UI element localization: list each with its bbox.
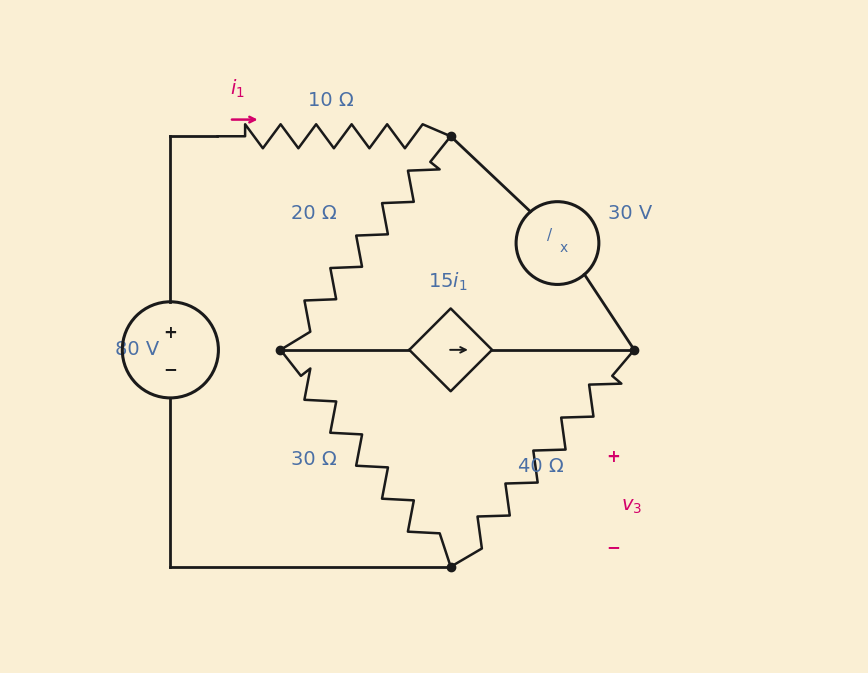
Text: 30 Ω: 30 Ω bbox=[292, 450, 338, 470]
Text: /: / bbox=[547, 227, 552, 242]
Text: −: − bbox=[163, 359, 177, 378]
Text: $v_3$: $v_3$ bbox=[621, 497, 642, 516]
Text: 20 Ω: 20 Ω bbox=[292, 203, 338, 223]
Text: −: − bbox=[606, 538, 620, 556]
Text: x: x bbox=[560, 242, 569, 255]
Text: 10 Ω: 10 Ω bbox=[307, 91, 353, 110]
Text: +: + bbox=[163, 324, 177, 342]
Text: $15i_1$: $15i_1$ bbox=[428, 271, 467, 293]
Text: 80 V: 80 V bbox=[115, 341, 159, 359]
Text: $i_1$: $i_1$ bbox=[230, 77, 246, 100]
Text: 40 Ω: 40 Ω bbox=[518, 457, 564, 476]
Text: +: + bbox=[606, 448, 620, 466]
Text: 30 V: 30 V bbox=[608, 203, 652, 223]
